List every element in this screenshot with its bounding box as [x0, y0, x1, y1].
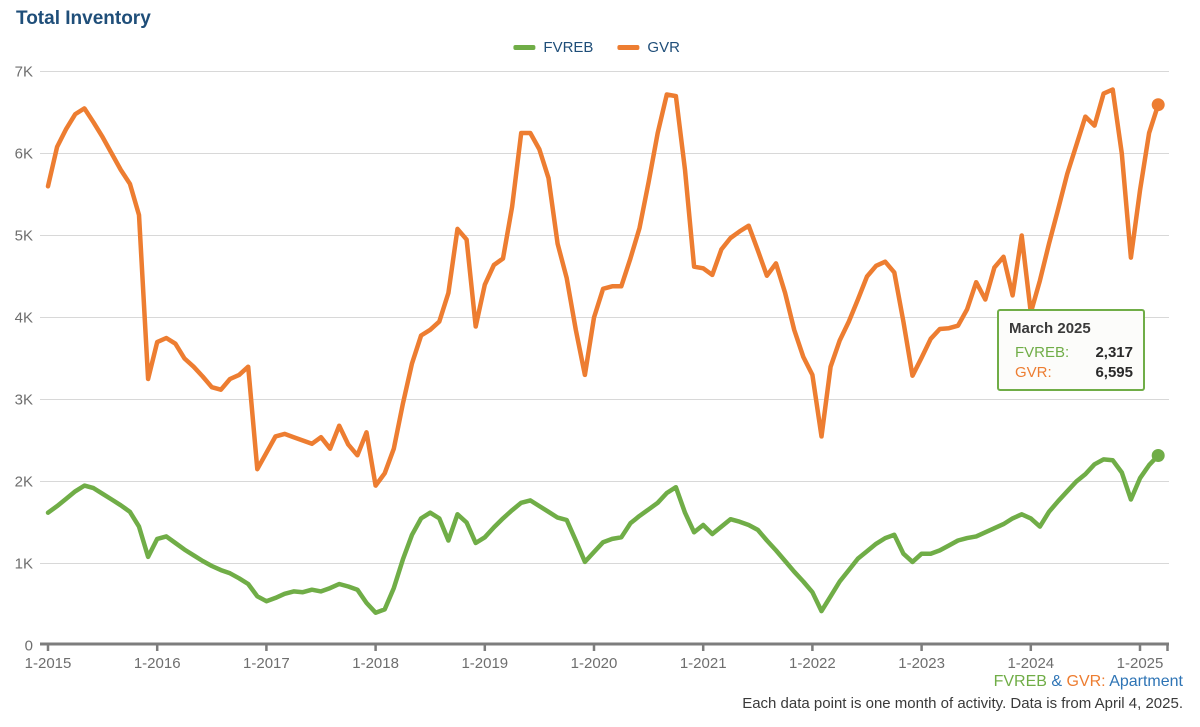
data-source-note: Each data point is one month of activity…: [742, 694, 1183, 712]
caption-amp: &: [1046, 673, 1067, 690]
svg-text:2K: 2K: [15, 474, 33, 491]
svg-text:0: 0: [25, 638, 33, 655]
svg-text:5K: 5K: [15, 228, 33, 245]
tooltip-row-fvreb: FVREB: 2,317: [1009, 344, 1133, 361]
tooltip-row-gvr: GVR: 6,595: [1009, 364, 1133, 381]
caption-apartment: Apartment: [1105, 673, 1183, 690]
svg-text:7K: 7K: [15, 64, 33, 81]
svg-text:1-2025: 1-2025: [1117, 655, 1164, 672]
svg-text:1-2017: 1-2017: [243, 655, 290, 672]
svg-text:1-2021: 1-2021: [680, 655, 727, 672]
caption-gvr: GVR:: [1066, 673, 1106, 690]
chart-footnote: FVREB & GVR: Apartment Each data point i…: [742, 671, 1183, 714]
svg-text:1-2016: 1-2016: [134, 655, 181, 672]
caption-fvreb: FVREB: [993, 673, 1047, 690]
svg-text:1-2022: 1-2022: [789, 655, 836, 672]
svg-text:1-2023: 1-2023: [898, 655, 945, 672]
svg-text:1-2024: 1-2024: [1007, 655, 1054, 672]
tooltip-fvreb-label: FVREB:: [1015, 344, 1070, 361]
svg-text:1-2018: 1-2018: [352, 655, 399, 672]
fvreb-swatch-icon: [513, 45, 536, 50]
gvr-swatch-icon: [617, 45, 640, 50]
svg-text:1-2015: 1-2015: [25, 655, 72, 672]
svg-text:3K: 3K: [15, 392, 33, 409]
tooltip-gvr-label: GVR:: [1015, 364, 1052, 381]
legend-item-fvreb[interactable]: FVREB: [513, 39, 593, 56]
chart-legend: FVREB GVR: [513, 39, 680, 56]
legend-label-fvreb: FVREB: [543, 39, 594, 56]
svg-text:6K: 6K: [15, 146, 33, 163]
tooltip-fvreb-value: 2,317: [1095, 344, 1133, 361]
tooltip-month-title: March 2025: [1009, 320, 1091, 337]
legend-label-gvr: GVR: [647, 39, 680, 56]
svg-text:1-2020: 1-2020: [571, 655, 618, 672]
svg-text:1K: 1K: [15, 556, 33, 573]
data-point-tooltip: March 2025 FVREB: 2,317 GVR: 6,595: [997, 309, 1145, 391]
legend-item-gvr[interactable]: GVR: [617, 39, 680, 56]
tooltip-gvr-value: 6,595: [1095, 364, 1133, 381]
svg-text:4K: 4K: [15, 310, 33, 327]
series-type-caption: FVREB & GVR: Apartment: [742, 671, 1183, 693]
svg-text:1-2019: 1-2019: [461, 655, 508, 672]
page-title: Total Inventory: [16, 8, 151, 29]
